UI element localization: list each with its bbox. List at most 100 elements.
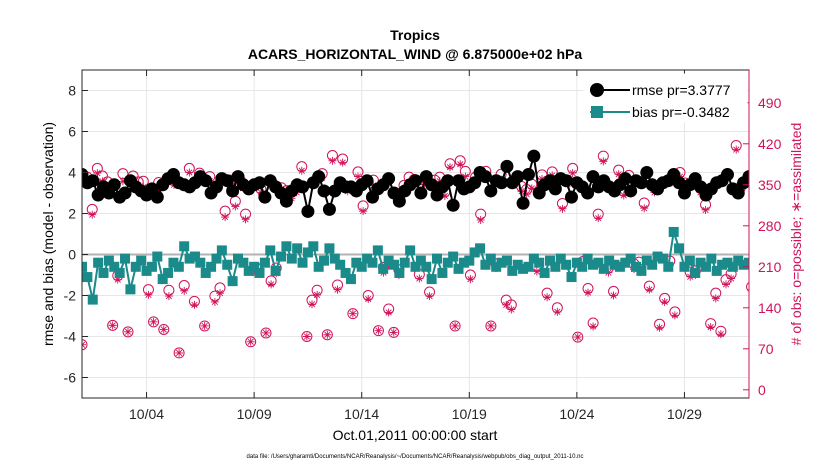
rmse-point (108, 178, 121, 191)
x-tick-label: 10/04 (129, 406, 164, 422)
bias-point (88, 295, 98, 305)
bias-point (432, 254, 442, 264)
obs-assimilated-point (451, 322, 459, 330)
legend-bias-label: bias pr=-0.3482 (632, 104, 730, 120)
bias-point (298, 258, 308, 268)
obs-possible-point (818, 183, 828, 193)
rmse-point (151, 191, 164, 204)
bias-point (174, 262, 184, 272)
bias-point (561, 260, 571, 270)
rmse-point (721, 168, 734, 181)
obs-assimilated-point (707, 323, 715, 331)
bias-point (706, 254, 716, 264)
rmse-point (807, 180, 820, 193)
bias-point (93, 258, 103, 268)
rmse-point (565, 191, 578, 204)
obs-assimilated-point (334, 286, 342, 294)
bias-point (427, 274, 437, 284)
x-tick-label: 10/24 (559, 406, 594, 422)
y-tick-label-left: 2 (68, 206, 76, 222)
obs-assimilated-point (809, 282, 817, 290)
obs-assimilated-point (190, 301, 198, 309)
bias-point (534, 258, 544, 268)
bias-point (82, 272, 92, 282)
obs-assimilated-point (242, 215, 250, 223)
rmse-point (447, 199, 460, 212)
bias-point (437, 268, 447, 278)
rmse-point (414, 187, 427, 200)
bias-point (367, 258, 377, 268)
obs-assimilated-point (645, 286, 653, 294)
obs-assimilated-point (216, 289, 224, 297)
bias-point (276, 252, 286, 262)
bias-point (260, 258, 270, 268)
obs-assimilated-point (819, 188, 827, 196)
rmse-point (258, 191, 271, 204)
obs-possible-point (823, 172, 830, 182)
obs-assimilated-point (702, 206, 710, 214)
data-file-footnote: data file: /Users/gharamti/Documents/NCA… (247, 454, 584, 460)
y-tick-label-left: 8 (68, 83, 76, 99)
y-tick-label-left: -4 (64, 329, 77, 345)
bias-point (685, 256, 695, 266)
obs-assimilated-point (308, 300, 316, 308)
bias-point (636, 266, 646, 276)
rmse-point (517, 197, 530, 210)
obs-possible-point (757, 286, 767, 296)
legend-rmse-label: rmse pr=3.3777 (632, 82, 731, 98)
bias-point (217, 245, 227, 255)
obs-assimilated-point (323, 331, 331, 339)
obs-assimilated-point (262, 329, 270, 337)
y-tick-label-left: 4 (68, 165, 76, 181)
obs-assimilated-point (456, 160, 464, 168)
obs-assimilated-point (466, 275, 474, 283)
obs-assimilated-point (594, 214, 602, 222)
obs-assimilated-point (426, 292, 434, 300)
rmse-point (312, 170, 325, 183)
y-tick-label-right: 420 (758, 136, 782, 152)
bias-point (319, 256, 329, 266)
obs-assimilated-point (824, 177, 830, 185)
obs-assimilated-point (298, 167, 306, 175)
obs-assimilated-point (124, 328, 132, 336)
y-tick-label-right: 210 (758, 259, 782, 275)
obs-assimilated-point (477, 216, 485, 224)
rmse-point (640, 166, 653, 179)
bias-point (324, 243, 334, 253)
bias-point (400, 258, 410, 268)
x-tick-label: 10/14 (344, 406, 379, 422)
bias-point (99, 268, 109, 278)
obs-assimilated-point (574, 333, 582, 341)
rmse-point (527, 150, 540, 163)
obs-assimilated-point (150, 318, 158, 326)
x-tick-label: 10/09 (237, 406, 272, 422)
rmse-point (522, 168, 535, 181)
bias-point (222, 260, 232, 270)
bias-point (566, 272, 576, 282)
rmse-point (253, 176, 266, 189)
obs-assimilated-point (717, 330, 725, 338)
bias-point (147, 262, 157, 272)
bias-point (292, 243, 302, 253)
bias-point (405, 245, 415, 255)
bias-point (803, 258, 813, 268)
obs-assimilated-point (584, 289, 592, 297)
y-tick-label-left: -2 (64, 288, 77, 304)
obs-possible-point (803, 329, 813, 339)
legend: rmse pr=3.3777 bias pr=-0.3482 (584, 74, 747, 122)
bias-point (669, 227, 679, 237)
y-tick-label-right: 0 (758, 382, 766, 398)
bias-point (690, 268, 700, 278)
bias-point (265, 245, 275, 255)
obs-assimilated-point (303, 333, 311, 341)
obs-assimilated-point (267, 280, 275, 288)
obs-assimilated-point (415, 275, 423, 283)
obs-assimilated-point (507, 306, 515, 314)
bias-point (152, 252, 162, 262)
bias-point (115, 268, 125, 278)
bias-point (394, 268, 404, 278)
bias-point (475, 243, 485, 253)
obs-assimilated-point (349, 310, 357, 318)
obs-assimilated-point (773, 320, 781, 328)
